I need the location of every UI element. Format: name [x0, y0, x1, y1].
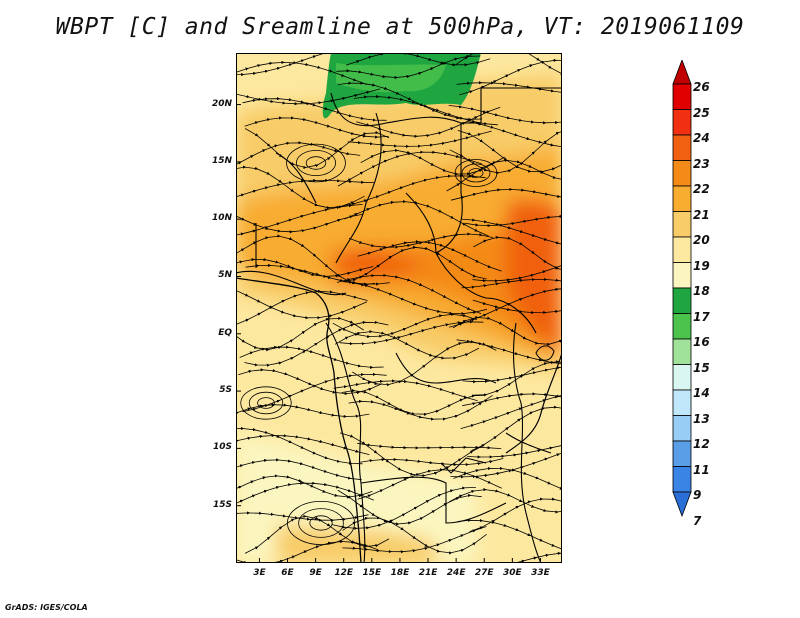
streamline [471, 405, 562, 451]
streamline [448, 105, 562, 125]
colorbar-label: 25 [693, 105, 710, 120]
colorbar-segment [672, 466, 692, 493]
colorbar-label: 18 [693, 284, 710, 298]
lon-tick-label: 18E [390, 568, 410, 578]
lat-tick-label: 15N [211, 155, 232, 166]
lon-tick-label: 9E [309, 568, 322, 578]
streamlines [236, 53, 562, 563]
lon-tick-label: 15E [362, 568, 382, 578]
streamline-vortex [309, 515, 333, 531]
streamline-vortex [296, 150, 337, 177]
colorbar-segment [672, 83, 692, 110]
colorbar-segment [672, 262, 692, 289]
streamline [452, 315, 562, 347]
colorbar-segment [672, 287, 692, 314]
streamline [239, 345, 384, 369]
colorbar-label: 13 [693, 411, 710, 426]
streamline [453, 466, 562, 499]
colorbar-top-arrow [672, 60, 692, 85]
colorbar [672, 60, 692, 518]
map-panel [236, 53, 562, 563]
colorbar-bottom-arrow [672, 491, 692, 518]
streamline-vortex [461, 163, 491, 183]
colorbar-label: 22 [693, 182, 710, 196]
streamline-vortex [468, 168, 484, 178]
colorbar-label: 7 [693, 513, 702, 528]
lon-tick-label: 12E [334, 568, 354, 578]
axis-ticks [236, 104, 541, 563]
country-borders [236, 87, 562, 563]
lat-tick-label: 20N [211, 98, 232, 109]
credit-text: GrADS: IGES/COLA [5, 603, 88, 612]
streamline [456, 81, 562, 97]
streamline [236, 403, 370, 419]
map-frame [236, 53, 562, 563]
colorbar-label: 23 [693, 156, 710, 171]
lat-tick-label: 5S [219, 385, 232, 396]
streamline-vortex [240, 386, 292, 420]
streamline [344, 199, 489, 237]
streamline [450, 187, 562, 201]
colorbar-label: 24 [693, 131, 710, 145]
streamline [461, 218, 562, 251]
colorbar-segment [672, 338, 692, 365]
colorbar-label: 19 [693, 258, 710, 273]
streamline [236, 178, 375, 198]
colorbar-label: 12 [693, 437, 710, 451]
colorbar-label: 17 [693, 309, 710, 324]
colorbar-label: 15 [693, 360, 710, 375]
lon-tick-label: 33E [531, 568, 550, 578]
colorbar-label: 11 [693, 462, 710, 477]
streamline [461, 277, 562, 289]
lat-tick-label: 10N [211, 213, 232, 224]
streamline-vortex [298, 508, 344, 538]
lon-tick-label: 6E [281, 568, 294, 578]
colorbar-label: 20 [693, 233, 710, 247]
lon-tick-label: 3E [253, 568, 266, 578]
colorbar-segment [672, 415, 692, 442]
lon-tick-label: 24E [446, 568, 466, 578]
streamline-vortex [287, 500, 355, 545]
map-plot [236, 53, 562, 563]
colorbar-segment [672, 364, 692, 391]
lat-tick-label: 5N [218, 270, 232, 281]
streamline-vortex [286, 143, 346, 183]
colorbar-segment [672, 313, 692, 340]
colorbar-segment [672, 440, 692, 467]
lat-tick-label: 15S [212, 499, 232, 510]
coastline [236, 277, 362, 563]
streamline [236, 204, 363, 238]
colorbar-segment [672, 389, 692, 416]
lon-tick-label: 30E [503, 568, 522, 578]
streamline-vortex [454, 159, 498, 187]
streamline [485, 551, 562, 563]
lat-tick-label: EQ [218, 327, 232, 338]
colorbar-label: 16 [693, 335, 710, 349]
colorbar-label: 9 [693, 488, 702, 502]
colorbar-label: 26 [693, 80, 710, 94]
lat-tick-label: 10S [212, 442, 232, 453]
lon-tick-label: 27E [474, 568, 494, 578]
colorbar-label: 14 [693, 386, 710, 400]
streamline [342, 526, 487, 554]
streamline-vortex [248, 391, 284, 415]
lon-tick-label: 21E [418, 568, 438, 578]
colorbar-segment [672, 211, 692, 238]
streamline-vortex [305, 156, 327, 170]
colorbar-segment [672, 160, 692, 187]
colorbar-segment [672, 236, 692, 263]
colorbar-segment [672, 109, 692, 136]
colorbar-segment [672, 185, 692, 212]
streamline [236, 60, 368, 85]
streamline [337, 150, 483, 187]
streamline [236, 433, 370, 455]
chart-title: WBPT [C] and Sreamline at 500hPa, VT: 20… [55, 14, 745, 40]
colorbar-label: 21 [693, 207, 710, 222]
colorbar-segment [672, 134, 692, 161]
streamline [336, 54, 481, 80]
streamline-vortex [257, 397, 275, 409]
streamline [236, 141, 361, 171]
streamline [457, 518, 562, 558]
streamline [348, 394, 493, 421]
